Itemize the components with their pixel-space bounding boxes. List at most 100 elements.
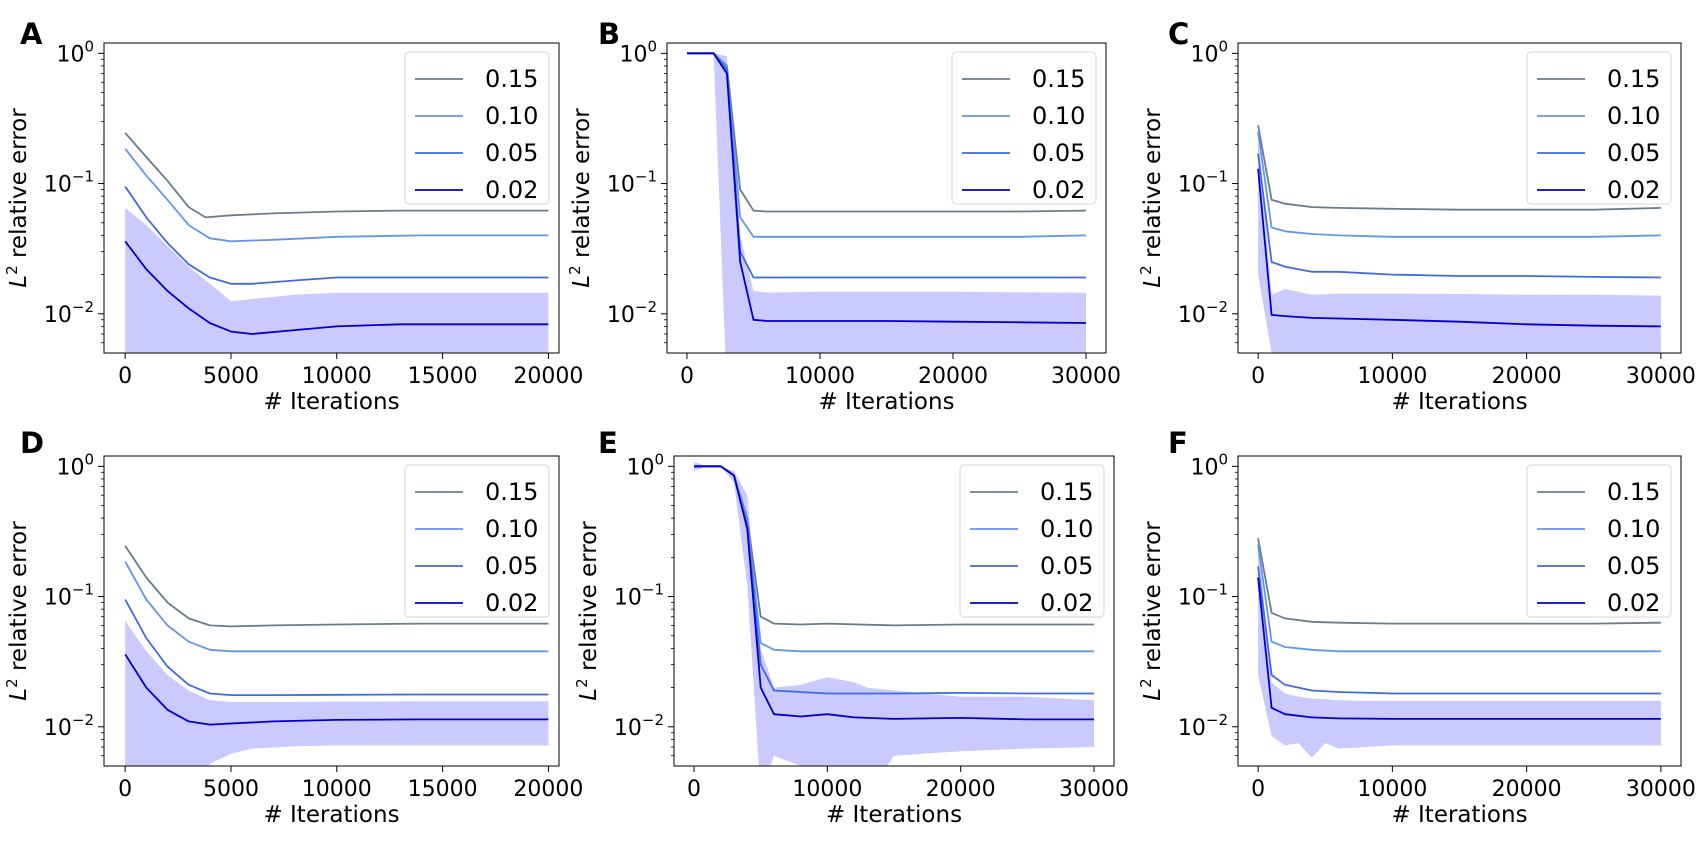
x-tick-label: 5000 (203, 777, 259, 802)
axes-frame (103, 42, 560, 354)
legend: 0.15 0.10 0.05 0.02 (1526, 51, 1672, 205)
series-line-0-05 (1257, 566, 1661, 695)
y-tick-label: 100 (619, 37, 657, 67)
y-tick-base: 10 (1178, 173, 1206, 198)
y-tick-base: 10 (619, 42, 647, 67)
legend-label: 0.05 (1032, 139, 1085, 167)
x-tick-label: 10000 (792, 777, 862, 802)
legend-box (1526, 464, 1672, 618)
y-tick-exponent: −2 (1206, 711, 1228, 729)
legend-label: 0.10 (485, 515, 538, 543)
panel-letter-c: C (1168, 17, 1189, 51)
y-tick-label: 10−1 (607, 168, 657, 198)
y-tick-exponent: −2 (72, 711, 94, 729)
legend: 0.15 0.10 0.05 0.02 (404, 464, 550, 618)
x-axis-title: # Iterations (826, 802, 962, 828)
x-tick-label: 20000 (513, 364, 583, 389)
plot-area (1257, 538, 1661, 758)
axes-frame (1237, 42, 1682, 354)
series-line-0-10 (124, 148, 549, 243)
plot-area (694, 462, 1094, 766)
x-axis-title: # Iterations (1391, 389, 1527, 415)
y-tick-exponent: 0 (84, 450, 94, 468)
axes-frame (1237, 455, 1682, 767)
y-axis-title-base: L (569, 275, 595, 288)
legend-label: 0.02 (485, 589, 538, 617)
series-line-0-15 (124, 545, 549, 628)
y-tick-label: 100 (1190, 37, 1228, 67)
legend-label: 0.10 (1040, 515, 1093, 543)
legend-label: 0.02 (1607, 176, 1660, 204)
panel-letter-b: B (598, 17, 620, 51)
uncertainty-band (694, 462, 1094, 766)
x-tick-label: 0 (680, 364, 694, 389)
series-line-0-15 (124, 132, 549, 219)
x-tick-label: 5000 (203, 364, 259, 389)
y-tick-exponent: 0 (654, 450, 664, 468)
y-axis-title-base: L (1140, 688, 1166, 701)
y-tick-label: 10−1 (1178, 168, 1228, 198)
y-tick-label: 100 (56, 450, 94, 480)
y-axis-title: L2 relative error (3, 108, 32, 288)
plot-area (687, 52, 1087, 353)
series-line-0-10 (124, 561, 549, 653)
uncertainty-band (125, 620, 549, 766)
panel-letter-d: D (20, 426, 44, 460)
legend-label: 0.10 (1607, 102, 1660, 130)
series-line-0-02 (1257, 168, 1661, 328)
y-tick-label: 10−2 (1178, 711, 1228, 741)
legend-box (404, 464, 550, 618)
uncertainty-band (1258, 129, 1661, 353)
legend-label: 0.10 (1607, 515, 1660, 543)
y-axis-title: L2 relative error (3, 521, 32, 701)
y-tick-base: 10 (44, 586, 72, 611)
y-tick-base: 10 (614, 716, 642, 741)
y-tick-base: 10 (1178, 303, 1206, 328)
y-axis-title-rest: relative error (576, 521, 602, 679)
y-tick-exponent: −1 (72, 581, 94, 599)
legend: 0.15 0.10 0.05 0.02 (951, 51, 1097, 205)
legend-label: 0.15 (1040, 478, 1093, 506)
legend-label: 0.05 (1040, 552, 1093, 580)
legend-label: 0.10 (1032, 102, 1085, 130)
legend: 0.15 0.10 0.05 0.02 (404, 51, 550, 205)
y-tick-exponent: −2 (642, 711, 664, 729)
legend-box (1526, 51, 1672, 205)
x-tick-label: 15000 (408, 777, 478, 802)
series-line-0-05 (124, 599, 549, 696)
x-tick-label: 0 (687, 777, 701, 802)
x-tick-label: 30000 (1059, 777, 1129, 802)
legend-label: 0.05 (1607, 139, 1660, 167)
y-tick-exponent: −2 (1206, 298, 1228, 316)
axes-frame (673, 455, 1115, 767)
y-axis-title-rest: relative error (1140, 521, 1166, 679)
legend: 0.15 0.10 0.05 0.02 (959, 464, 1105, 618)
x-tick-label: 10000 (1357, 364, 1427, 389)
y-axis-title: L2 relative error (566, 108, 595, 288)
y-tick-base: 10 (1178, 716, 1206, 741)
y-axis-title-sup: 2 (1137, 678, 1155, 688)
legend-label: 0.02 (1040, 589, 1093, 617)
y-tick-exponent: −2 (72, 298, 94, 316)
series-line-0-02 (124, 653, 549, 726)
series-line-0-10 (1257, 544, 1661, 653)
axes-frame (666, 42, 1107, 354)
y-tick-base: 10 (56, 42, 84, 67)
legend-box (959, 464, 1105, 618)
y-tick-base: 10 (614, 586, 642, 611)
x-tick-label: 20000 (918, 364, 988, 389)
y-axis-title-sup: 2 (1137, 265, 1155, 275)
legend-label: 0.15 (485, 65, 538, 93)
x-tick-label: 20000 (1492, 364, 1562, 389)
y-axis-title-base: L (576, 688, 602, 701)
panel-letter-a: A (20, 17, 43, 51)
x-tick-label: 20000 (926, 777, 996, 802)
y-tick-label: 10−2 (607, 298, 657, 328)
y-tick-base: 10 (607, 303, 635, 328)
x-tick-label: 30000 (1051, 364, 1121, 389)
y-tick-label: 10−2 (44, 711, 94, 741)
